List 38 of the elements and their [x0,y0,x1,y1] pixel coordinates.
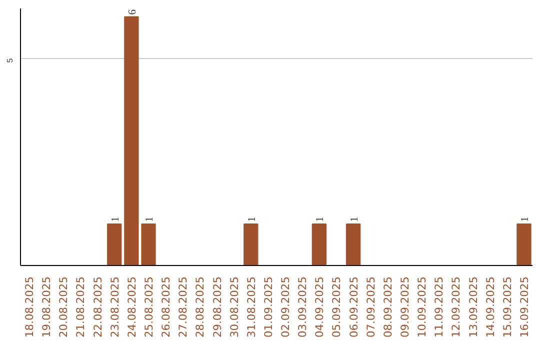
x-tick-label: 05.09.2025 [330,276,344,338]
data-label: 1 [520,216,531,222]
x-tick-label: 25.08.2025 [142,276,156,338]
x-tick-label: 11.09.2025 [432,276,446,338]
x-tick-label: 19.08.2025 [40,276,54,338]
x-tick-label: 15.09.2025 [500,276,514,338]
x-tick-label: 22.08.2025 [91,276,104,338]
x-tick-label: 08.09.2025 [381,276,394,338]
x-tick-label: 01.09.2025 [262,276,275,338]
y-tick-label: 5 [6,58,14,63]
x-tick-label: 26.08.2025 [160,276,173,338]
x-tick-label: 20.08.2025 [57,276,70,338]
x-tick-label: 30.08.2025 [228,276,241,338]
x-tick-label: 27.08.2025 [176,276,190,338]
x-tick-label: 06.09.2025 [347,276,360,338]
x-tick-label: 10.09.2025 [416,276,429,338]
data-label: 6 [127,8,138,15]
x-tick-label: 18.08.2025 [23,276,36,338]
x-tick-label: 21.08.2025 [74,276,88,338]
x-tick-label: 07.09.2025 [364,276,378,338]
x-tick-label: 12.09.2025 [450,276,463,338]
x-tick-label: 13.09.2025 [466,276,480,338]
x-tick-label: 14.09.2025 [484,276,497,338]
x-tick-label: 16.09.2025 [518,276,531,338]
data-label: 1 [315,216,326,222]
x-tick-label: 28.08.2025 [194,276,207,338]
x-tick-label: 31.08.2025 [244,276,258,338]
x-tick-label: 24.08.2025 [125,276,138,338]
x-tick-label: 04.09.2025 [313,276,326,338]
x-tick-label: 09.09.2025 [398,276,412,338]
x-tick-label: 29.08.2025 [210,276,224,338]
data-label: 1 [246,216,258,222]
data-label: 1 [144,216,156,222]
x-tick-label: 03.09.2025 [296,276,310,338]
x-tick-label: 23.08.2025 [108,276,122,338]
x-tick-label: 02.09.2025 [279,276,292,338]
data-label: 1 [349,216,360,222]
data-label: 1 [110,216,122,222]
